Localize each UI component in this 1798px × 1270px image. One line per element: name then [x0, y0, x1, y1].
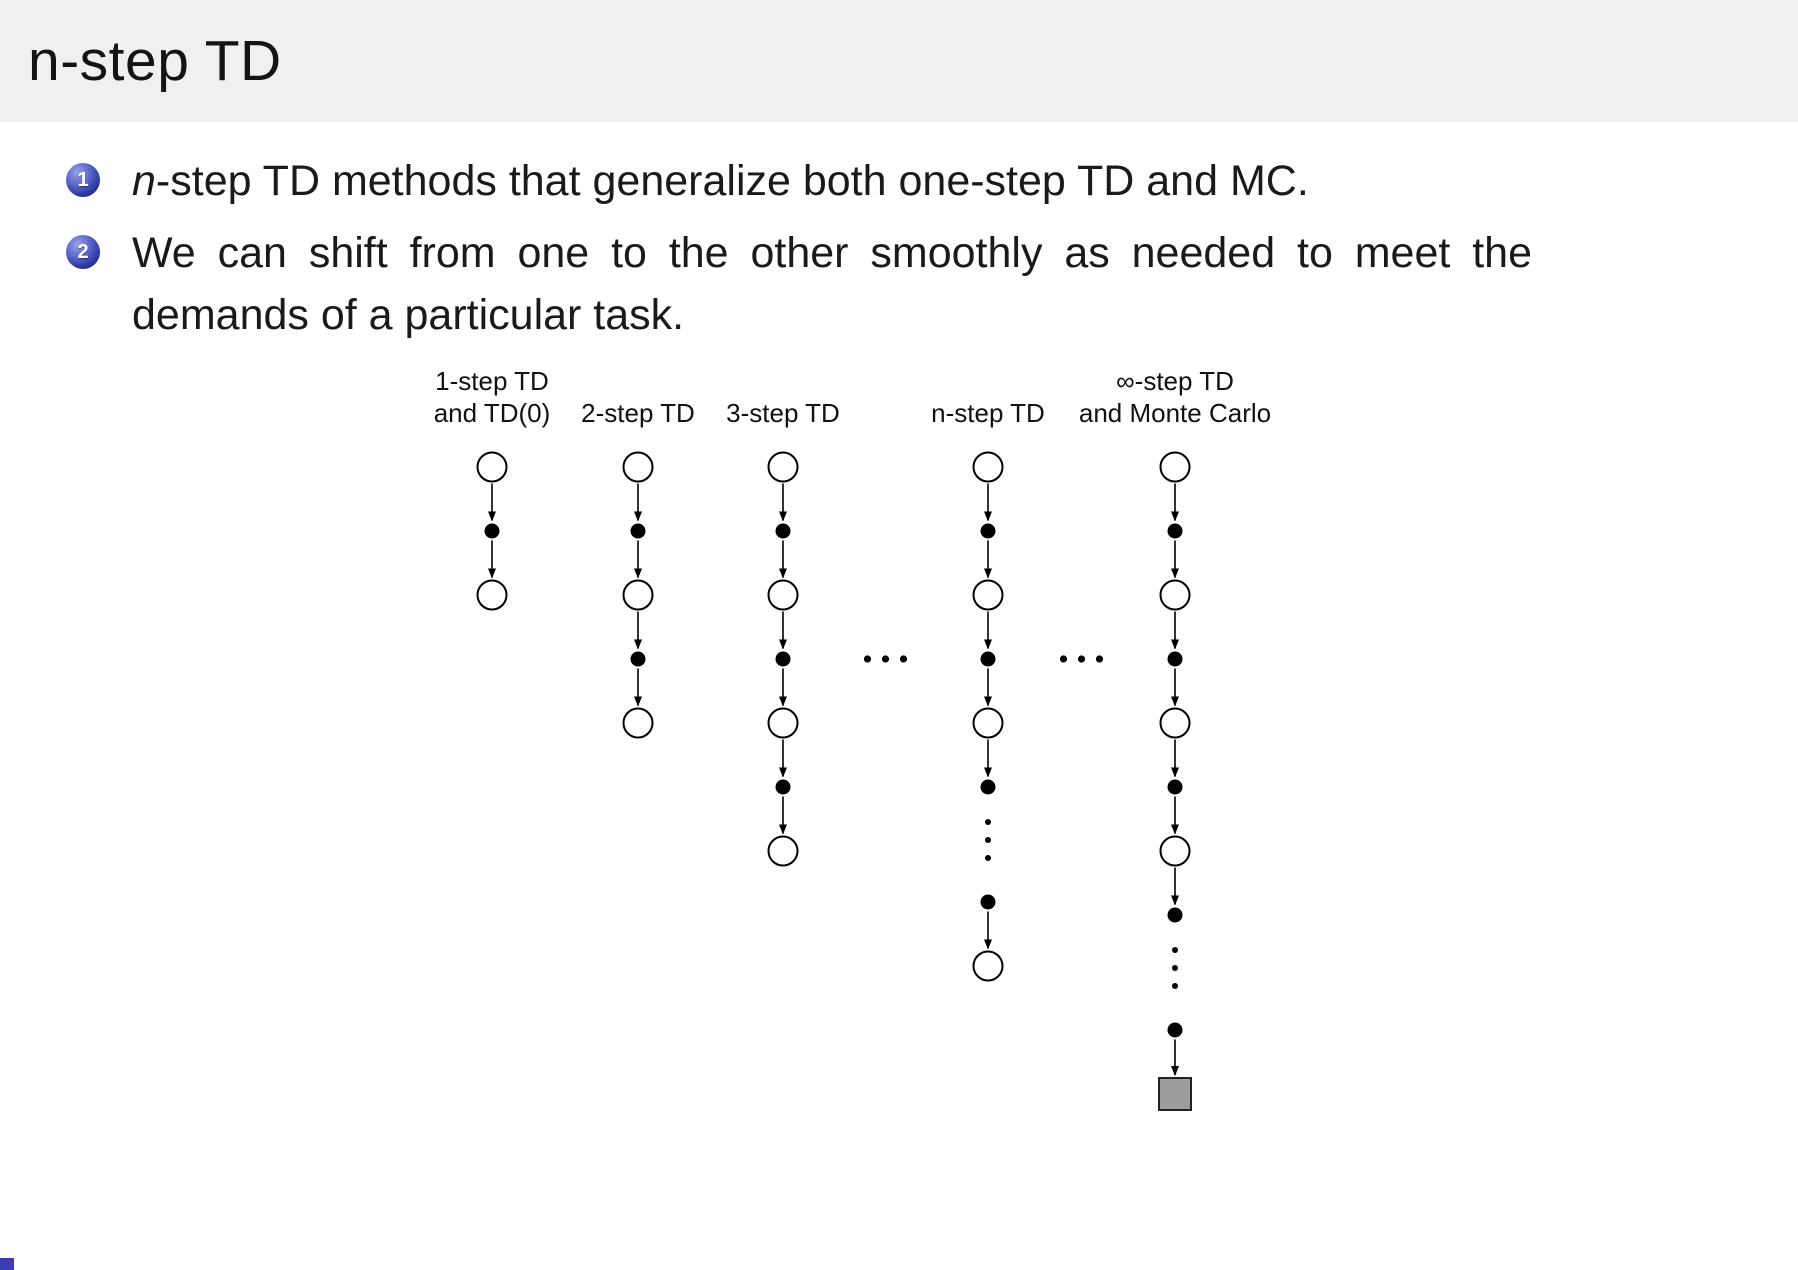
state-node — [622, 451, 654, 483]
page-title: n-step TD — [28, 29, 282, 93]
action-node — [980, 779, 996, 795]
horizontal-ellipsis-dot — [1095, 655, 1104, 663]
state-node — [767, 451, 799, 483]
horizontal-ellipsis-dot — [881, 655, 890, 663]
bullet-text-rest-2: We can shift from one to the other smoot… — [132, 229, 1532, 339]
column-label: 2-step TD — [581, 398, 695, 428]
action-node — [775, 651, 791, 667]
action-node — [1167, 779, 1183, 795]
vertical-ellipsis-dot — [985, 855, 991, 861]
state-node — [972, 707, 1004, 739]
bullet-text-1: n-step TD methods that generalize both o… — [132, 150, 1532, 212]
horizontal-ellipsis-dot — [1077, 655, 1086, 663]
horizontal-ellipsis-dot — [863, 655, 872, 663]
state-node — [622, 579, 654, 611]
state-node — [476, 451, 508, 483]
bullet-text-2: We can shift from one to the other smoot… — [132, 222, 1532, 346]
state-node — [767, 707, 799, 739]
action-node — [775, 779, 791, 795]
action-node — [980, 523, 996, 539]
bullet-text-rest-1: -step TD methods that generalize both on… — [155, 157, 1309, 205]
vertical-ellipsis-dot — [1172, 947, 1178, 953]
bullets-list: 1 n-step TD methods that generalize both… — [66, 150, 1546, 356]
column-label: and TD(0) — [434, 398, 551, 428]
terminal-node — [1158, 1077, 1192, 1111]
state-node — [767, 579, 799, 611]
action-node — [775, 523, 791, 539]
action-node — [1167, 907, 1183, 923]
action-node — [980, 651, 996, 667]
state-node — [1159, 707, 1191, 739]
vertical-ellipsis-dot — [1172, 983, 1178, 989]
state-node — [972, 579, 1004, 611]
column-label: 1-step TD — [435, 366, 549, 396]
bullet-badge-2: 2 — [66, 235, 100, 269]
action-node — [980, 894, 996, 910]
action-node — [1167, 523, 1183, 539]
state-node — [1159, 579, 1191, 611]
column-label: and Monte Carlo — [1079, 398, 1271, 428]
column-label: n-step TD — [931, 398, 1045, 428]
state-node — [1159, 451, 1191, 483]
state-node — [622, 707, 654, 739]
vertical-ellipsis-dot — [985, 819, 991, 825]
state-node — [972, 950, 1004, 982]
state-node — [476, 579, 508, 611]
vertical-ellipsis-dot — [985, 837, 991, 843]
action-node — [630, 523, 646, 539]
action-node — [630, 651, 646, 667]
column-label: 3-step TD — [726, 398, 840, 428]
action-node — [484, 523, 500, 539]
bullet-badge-1: 1 — [66, 163, 100, 197]
slide-header: n-step TD — [0, 0, 1798, 122]
horizontal-ellipsis-dot — [1059, 655, 1068, 663]
horizontal-ellipsis-dot — [899, 655, 908, 663]
vertical-ellipsis-dot — [1172, 965, 1178, 971]
state-node — [1159, 835, 1191, 867]
italic-lead-1: n — [132, 157, 156, 205]
action-node — [1167, 651, 1183, 667]
bullet-item-2: 2 We can shift from one to the other smo… — [66, 222, 1546, 346]
column-label: ∞-step TD — [1116, 366, 1234, 396]
bullet-item-1: 1 n-step TD methods that generalize both… — [66, 150, 1546, 212]
state-node — [972, 451, 1004, 483]
state-node — [767, 835, 799, 867]
footer-accent — [0, 1258, 14, 1270]
action-node — [1167, 1022, 1183, 1038]
